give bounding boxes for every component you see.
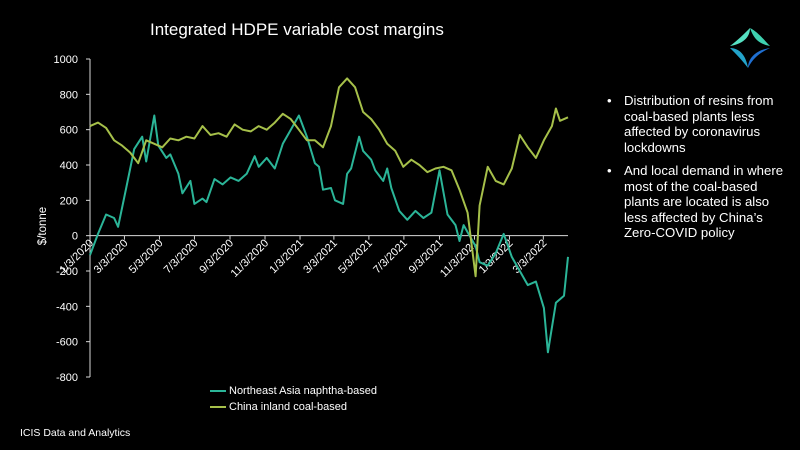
- bullet-item: • Distribution of resins from coal-based…: [605, 93, 793, 155]
- x-tick-label: 1/3/2022: [477, 237, 516, 276]
- x-tick-label: 7/3/2020: [162, 237, 201, 276]
- legend-swatch-china-inland: [210, 406, 226, 408]
- x-tick-label: 11/3/2020: [229, 237, 272, 280]
- chart-legend: Northeast Asia naphtha-based China inlan…: [210, 383, 377, 415]
- series-line-northeast-asia-naphtha: [89, 114, 569, 354]
- bullet-text: And local demand in where most of the co…: [624, 163, 784, 240]
- legend-label-china-inland: China inland coal-based: [229, 401, 348, 413]
- y-tick-label: 1000: [54, 54, 78, 66]
- x-tick-label: 3/3/2020: [92, 237, 131, 276]
- y-tick-label: 0: [72, 231, 78, 243]
- x-tick-label: 5/3/2020: [127, 237, 166, 276]
- bullet-list: • Distribution of resins from coal-based…: [605, 93, 793, 249]
- x-tick-label: 7/3/2021: [371, 237, 410, 276]
- source-footer: ICIS Data and Analytics: [20, 427, 131, 439]
- chart-axes: [89, 59, 568, 377]
- x-tick-label: 5/3/2021: [336, 237, 375, 276]
- y-axis-label: $/tonne: [37, 207, 49, 245]
- chart-title: Integrated HDPE variable cost margins: [150, 20, 444, 39]
- y-tick-labels: -800 -600 -400 -200 0 200 400 600 800 1000: [54, 54, 90, 384]
- y-tick-label: 800: [60, 89, 78, 101]
- bullet-text: Distribution of resins from coal-based p…: [624, 93, 774, 155]
- y-tick-label: 400: [60, 160, 78, 172]
- x-tick-label: 3/3/2021: [301, 237, 340, 276]
- legend-item-china-inland: China inland coal-based: [210, 399, 377, 415]
- series-lines: [89, 77, 569, 354]
- bullet-item: • And local demand in where most of the …: [605, 163, 793, 241]
- x-tick-label: 3/3/2022: [511, 237, 550, 276]
- y-tick-label: 600: [60, 125, 78, 137]
- y-tick-label: -800: [56, 372, 78, 384]
- series-line-china-inland-coal: [89, 77, 569, 278]
- x-tick-label: 1/3/2021: [267, 237, 306, 276]
- y-tick-label: -200: [56, 266, 78, 278]
- legend-swatch-northeast-asia: [210, 390, 226, 392]
- icis-logo-icon: [730, 28, 770, 68]
- y-tick-label: -600: [56, 337, 78, 349]
- bullet-dot: •: [607, 93, 612, 108]
- bullet-dot: •: [607, 163, 612, 178]
- y-tick-label: 200: [60, 195, 78, 207]
- legend-item-northeast-asia: Northeast Asia naphtha-based: [210, 383, 377, 399]
- legend-label-northeast-asia: Northeast Asia naphtha-based: [229, 385, 377, 397]
- y-tick-label: -400: [56, 301, 78, 313]
